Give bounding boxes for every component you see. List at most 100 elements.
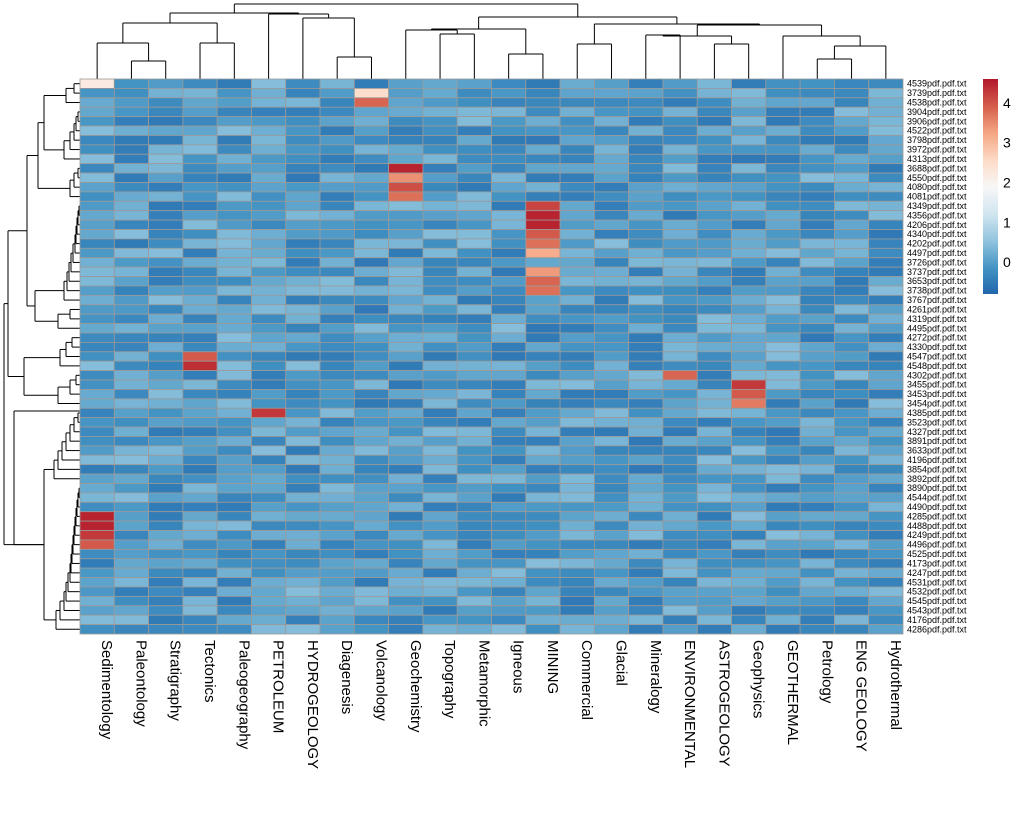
heatmap-cell	[113, 454, 149, 466]
heatmap-cell	[799, 370, 835, 381]
heatmap-cell	[491, 97, 527, 108]
heatmap-cell	[148, 341, 184, 353]
heatmap-cell	[765, 530, 801, 541]
heatmap-cell	[799, 182, 835, 193]
heatmap-cell	[353, 595, 390, 607]
heatmap-cell	[353, 530, 390, 541]
heatmap-cell	[834, 483, 870, 494]
heatmap-cell	[79, 567, 115, 578]
heatmap-cell	[628, 558, 664, 569]
heatmap-cell	[388, 586, 424, 597]
heatmap-cell	[662, 135, 698, 146]
heatmap-cell	[148, 511, 184, 522]
heatmap-cell	[696, 473, 732, 484]
heatmap-cell	[525, 614, 561, 625]
heatmap-cell	[319, 501, 355, 513]
heatmap-cell	[834, 511, 870, 522]
heatmap-cell	[662, 351, 698, 362]
row-label: 3653pdf.pdf.txt	[907, 276, 967, 286]
row-label: 4340pdf.pdf.txt	[907, 229, 967, 239]
heatmap-cell	[388, 257, 424, 268]
heatmap-cell	[696, 436, 732, 447]
heatmap-cell	[319, 398, 355, 409]
heatmap-cell	[593, 88, 630, 99]
heatmap-cell	[525, 210, 561, 221]
heatmap-cell	[216, 106, 252, 118]
heatmap-cell	[182, 116, 218, 127]
heatmap-cell	[765, 229, 801, 240]
heatmap-cell	[491, 548, 527, 560]
heatmap-cell	[353, 539, 390, 550]
heatmap-cell	[731, 285, 767, 296]
heatmap-cell	[696, 285, 732, 296]
heatmap-cell	[593, 266, 630, 277]
heatmap-cell	[456, 586, 492, 597]
heatmap-cell	[662, 106, 698, 118]
heatmap-cell	[662, 577, 698, 588]
heatmap-cell	[113, 229, 149, 240]
heatmap-cell	[696, 172, 732, 183]
heatmap-cell	[422, 417, 458, 428]
heatmap-cell	[765, 398, 801, 409]
heatmap-cell	[525, 539, 561, 550]
heatmap-cell	[251, 97, 287, 108]
heatmap-cell	[834, 313, 870, 324]
heatmap-cell	[456, 492, 492, 503]
heatmap-cell	[731, 360, 767, 372]
heatmap-cell	[628, 125, 664, 136]
heatmap-cell	[765, 125, 801, 136]
heatmap-cell	[216, 276, 252, 287]
heatmap-cell	[251, 548, 287, 560]
heatmap-cell	[422, 153, 458, 165]
heatmap-cell	[79, 172, 115, 183]
heatmap-cell	[559, 501, 595, 513]
heatmap-cell	[285, 492, 321, 503]
heatmap-cell	[285, 88, 321, 99]
heatmap-cell	[148, 407, 184, 419]
heatmap-cell	[285, 445, 321, 456]
heatmap-cell	[834, 172, 870, 183]
heatmap-cell	[765, 200, 801, 212]
legend-tick-label: 3	[1003, 135, 1011, 151]
heatmap-cell	[731, 548, 767, 560]
heatmap-cell	[662, 605, 698, 616]
heatmap-cell	[593, 464, 630, 475]
heatmap-cell	[731, 398, 767, 409]
heatmap-cell	[422, 605, 458, 616]
heatmap-cell	[868, 473, 904, 484]
heatmap-cell	[731, 88, 767, 99]
heatmap-cell	[182, 191, 218, 202]
heatmap-cell	[696, 511, 732, 522]
heatmap-cell	[319, 407, 355, 419]
heatmap-cell	[422, 106, 458, 118]
heatmap-cell	[868, 182, 904, 193]
heatmap-cell	[559, 586, 595, 597]
heatmap-cell	[628, 436, 664, 447]
heatmap-cell	[491, 247, 527, 259]
heatmap-cell	[628, 548, 664, 560]
heatmap-cell	[285, 530, 321, 541]
heatmap-cell	[251, 398, 287, 409]
heatmap-cell	[285, 389, 321, 400]
heatmap-cell	[216, 313, 252, 324]
heatmap-cell	[868, 304, 904, 315]
heatmap-cell	[834, 558, 870, 569]
heatmap-cell	[113, 567, 149, 578]
heatmap-cell	[216, 182, 252, 193]
heatmap-cell	[662, 285, 698, 296]
heatmap-cell	[731, 577, 767, 588]
heatmap-cell	[182, 417, 218, 428]
heatmap-cell	[353, 229, 390, 240]
column-label: Hydrothermal	[887, 640, 904, 730]
heatmap-cell	[216, 595, 252, 607]
heatmap-cell	[799, 97, 835, 108]
heatmap-cell	[765, 182, 801, 193]
heatmap-cell	[628, 144, 664, 155]
heatmap-cell	[834, 285, 870, 296]
heatmap-cell	[251, 595, 287, 607]
heatmap-cell	[696, 577, 732, 588]
row-label: 4539pdf.pdf.txt	[907, 79, 967, 89]
heatmap-cell	[559, 464, 595, 475]
heatmap-cell	[79, 501, 115, 513]
heatmap-cell	[148, 501, 184, 513]
